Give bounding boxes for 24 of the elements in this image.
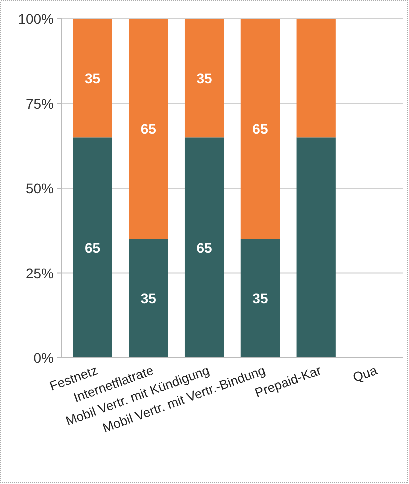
bar [240,19,280,240]
bar [129,239,168,358]
data-label: 35 [252,290,268,307]
x-tick-label: Qua [351,362,380,386]
y-tick-label: 50% [26,180,54,196]
data-label: 35 [140,290,157,307]
data-label: 65 [196,240,213,256]
data-label: 65 [84,240,101,256]
bar [73,19,112,138]
bar [73,138,112,358]
y-tick-label: 100% [18,11,54,27]
bar [296,138,336,358]
bar [240,239,280,358]
y-tick-label: 0% [34,350,54,366]
data-label: 35 [84,70,101,86]
y-tick-label: 25% [26,265,54,282]
data-label: 35 [196,70,213,86]
bar [296,19,336,138]
data-label: 65 [252,121,268,138]
y-tick-label: 75% [26,96,54,112]
bar [184,138,224,358]
bar [184,19,224,138]
bar [129,19,168,240]
data-label: 65 [140,121,157,138]
